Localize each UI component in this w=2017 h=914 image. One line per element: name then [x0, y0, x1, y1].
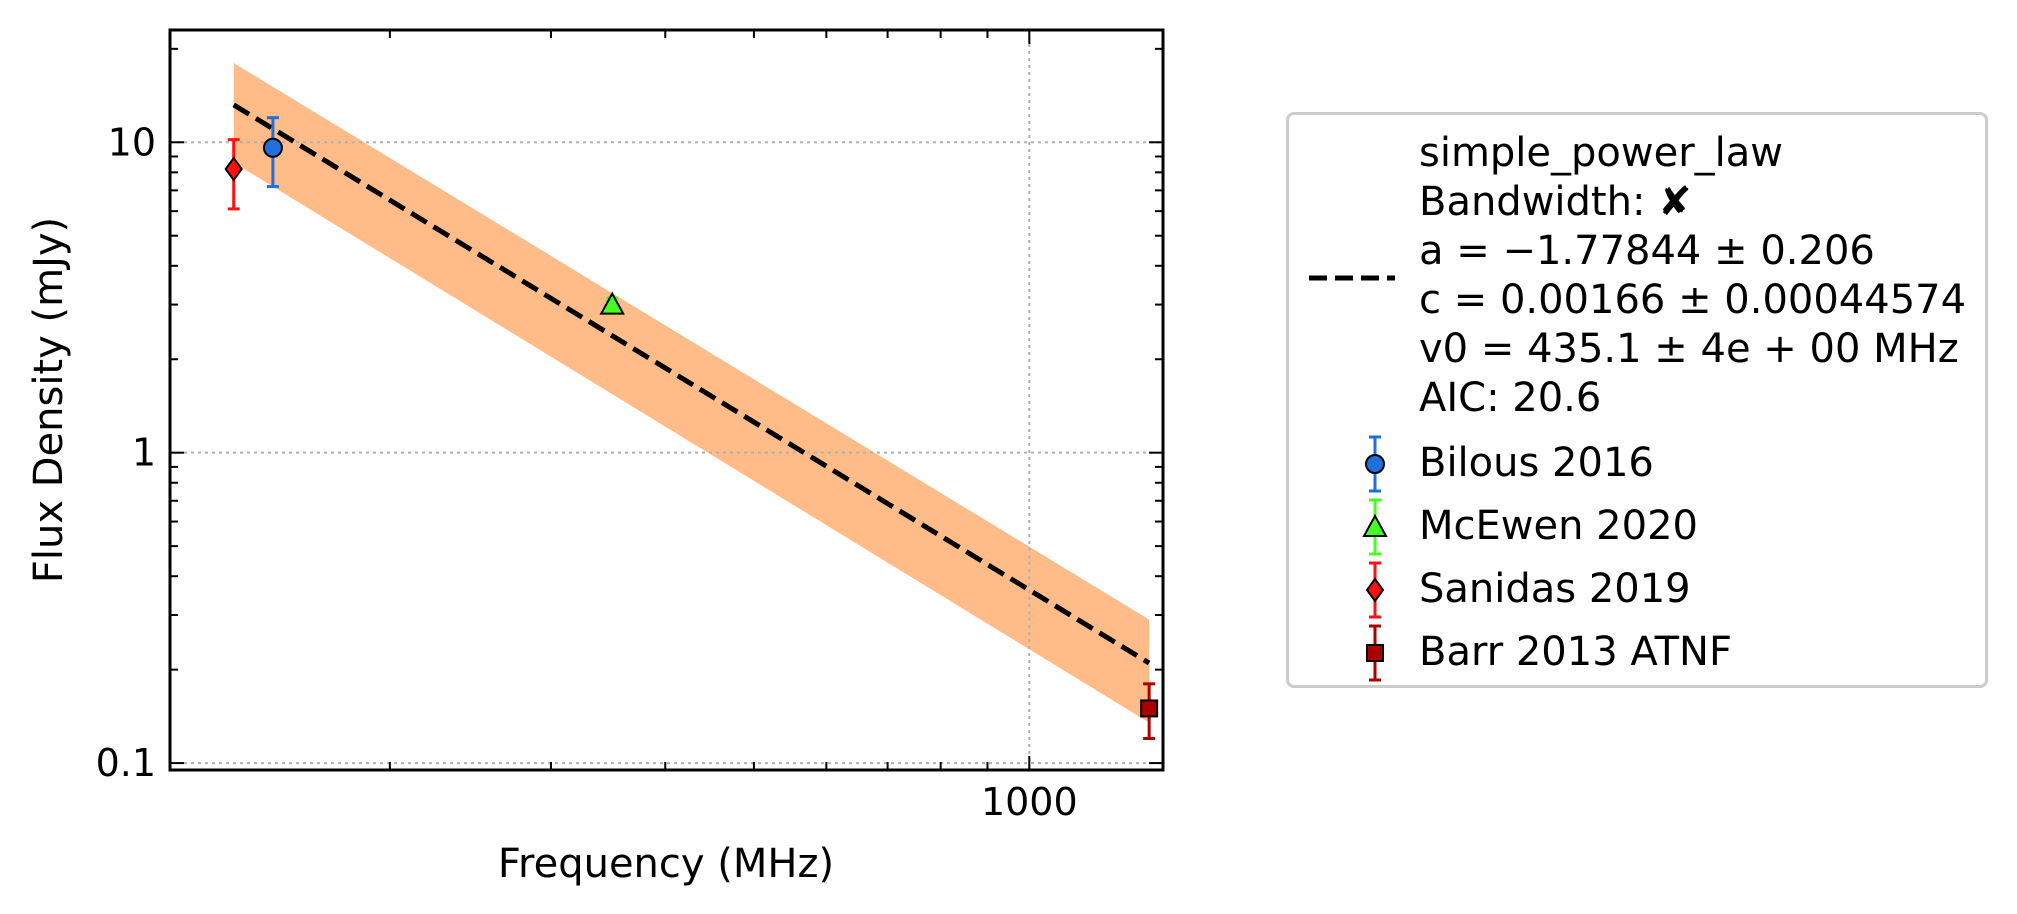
bandwidth-cross-icon: ✘	[1658, 179, 1692, 225]
y-tick-label: 10	[108, 120, 156, 164]
legend-entry-barr-2013-atnf: Barr 2013 ATNF	[1289, 622, 1979, 684]
y-tick-label: 1	[132, 431, 156, 475]
legend-entry-sanidas-2019: Sanidas 2019	[1289, 559, 1979, 621]
y-axis-label: Flux Density (mJy)	[26, 217, 72, 583]
plot-frame	[168, 28, 1165, 772]
legend-label: Bilous 2016	[1419, 440, 1654, 486]
square-marker-icon	[1366, 624, 1384, 682]
series-mcewen-2020	[599, 291, 625, 315]
circle-marker-icon	[1365, 435, 1385, 493]
fit-bandwidth-label: Bandwidth:	[1419, 179, 1646, 225]
x-tick-label: 1000	[981, 780, 1078, 824]
data-point	[224, 156, 243, 182]
legend-entry-mcewen-2020: McEwen 2020	[1289, 496, 1979, 558]
legend: simple_power_law Bandwidth: ✘ a = −1.778…	[1286, 112, 1988, 688]
tick-layer: 1000 0.1 1 10	[96, 30, 1163, 824]
fit-param-a: a = −1.77844 ± 0.206	[1419, 228, 1875, 274]
fit-uncertainty-band-layer	[233, 63, 1150, 723]
fit-legend-text: simple_power_law Bandwidth: ✘ a = −1.778…	[1419, 129, 1966, 423]
fit-param-c: c = 0.00166 ± 0.00044574	[1419, 277, 1967, 323]
legend-label: Barr 2013 ATNF	[1419, 629, 1732, 675]
series-barr-2013-atnf	[1140, 682, 1159, 741]
x-axis-label: Frequency (MHz)	[498, 841, 834, 887]
legend-entry-bilous-2016: Bilous 2016	[1289, 433, 1979, 495]
fit-model-name: simple_power_law	[1419, 130, 1784, 176]
fit-bandwidth-line: Bandwidth: ✘	[1419, 178, 1966, 227]
legend-label: McEwen 2020	[1419, 503, 1698, 549]
chart: 1000 0.1 1 10 Frequency (MHz) Flux Density …	[26, 28, 1165, 887]
legend-label: Sanidas 2019	[1419, 566, 1691, 612]
triangle-marker-icon	[1362, 498, 1388, 556]
data-point	[262, 137, 283, 158]
series-bilous-2016	[262, 116, 283, 189]
diamond-marker-icon	[1365, 561, 1385, 619]
data-point	[599, 291, 625, 315]
fit-aic: AIC: 20.6	[1419, 375, 1602, 421]
fit-line-layer	[232, 102, 1151, 666]
series-sanidas-2019	[224, 138, 243, 211]
fit-uncertainty-band	[233, 63, 1150, 723]
data-point	[1140, 699, 1159, 718]
fit-param-v0: v0 = 435.1 ± 4e + 00 MHz	[1419, 326, 1959, 372]
y-tick-label: 0.1	[96, 741, 156, 785]
fit-line-legend-handle	[1309, 275, 1395, 281]
grid-layer	[170, 30, 1163, 770]
fit-line	[232, 102, 1151, 666]
data-points-layer	[224, 116, 1159, 741]
